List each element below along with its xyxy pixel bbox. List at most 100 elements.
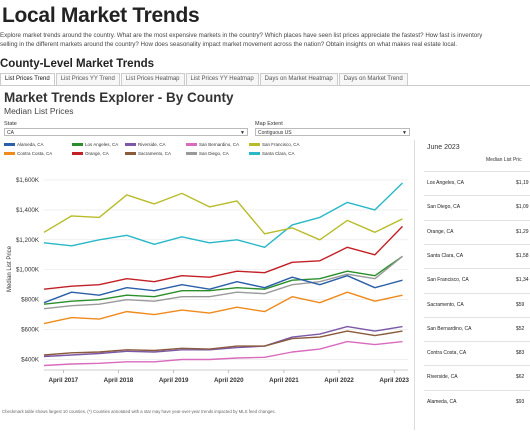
table-row[interactable]: San Bernardino, CA $52 — [424, 316, 530, 342]
map-extent-value: Contiguous US — [258, 130, 292, 136]
map-extent-select[interactable]: Contiguous US ▼ — [255, 128, 410, 136]
legend-label: Santa Clara, CA — [262, 151, 295, 156]
series-line-san-francisco — [43, 192, 403, 241]
median-list-price: $1,29 — [516, 228, 529, 235]
tab-list-prices-heatmap[interactable]: List Prices Heatmap — [120, 73, 185, 85]
legend-item-san-diego[interactable]: San Diego, CA — [186, 151, 229, 156]
median-list-price: $1,34 — [516, 277, 529, 284]
median-list-price: $83 — [516, 350, 525, 357]
page-title: Local Market Trends — [2, 4, 200, 27]
legend-item-san-bernardino[interactable]: San Bernardino, CA — [186, 142, 239, 147]
tab-list-prices-yy-heatmap[interactable]: List Prices YY Heatmap — [185, 73, 259, 85]
legend-item-alameda[interactable]: Alameda, CA — [4, 142, 44, 147]
legend-swatch — [249, 143, 260, 147]
legend-swatch — [125, 143, 136, 147]
y-tick-label: $1,600K — [16, 177, 40, 184]
legend-item-santa-clara[interactable]: Santa Clara, CA — [249, 151, 295, 156]
intro-text: Explore market trends around the country… — [0, 31, 530, 49]
legend-swatch — [186, 143, 197, 147]
table-row[interactable]: Contra Costa, CA $83 — [424, 341, 530, 366]
y-tick-label: $1,000K — [16, 267, 40, 274]
legend-swatch — [72, 152, 83, 156]
median-list-price: $93 — [516, 398, 525, 405]
x-tick-label: April 2019 — [159, 377, 189, 384]
y-tick-label: $400K — [21, 357, 40, 364]
state-select-value: CA — [7, 130, 14, 136]
legend-item-los-angeles[interactable]: Los Angeles, CA — [72, 142, 118, 147]
x-tick-label: April 2017 — [49, 377, 79, 384]
series-line-alameda — [43, 274, 403, 304]
legend-swatch — [72, 143, 83, 147]
median-list-price: $1,58 — [516, 252, 529, 259]
chevron-down-icon: ▼ — [240, 130, 245, 136]
county-name: Alameda, CA — [427, 398, 457, 405]
table-row[interactable]: San Diego, CA $1,09 — [424, 195, 530, 220]
county-name: Contra Costa, CA — [427, 350, 467, 357]
table-row[interactable]: Los Angeles, CA $1,19 — [424, 171, 530, 196]
viz-subtitle: Median List Prices — [4, 106, 74, 116]
county-name: Sacramento, CA — [427, 301, 464, 308]
legend-item-san-francisco[interactable]: San Francisco, CA — [249, 142, 300, 147]
state-label: State — [4, 121, 17, 127]
state-select[interactable]: CA ▼ — [4, 128, 248, 136]
tab-list-prices-yy-trend[interactable]: List Prices YY Trend — [55, 73, 120, 85]
tab-days-on-market-trend[interactable]: Days on Market Trend — [338, 73, 408, 85]
legend-label: San Francisco, CA — [262, 142, 300, 147]
legend-item-orange[interactable]: Orange, CA — [72, 151, 109, 156]
legend-item-sacramento[interactable]: Sacramento, CA — [125, 151, 171, 156]
x-tick-label: April 2018 — [104, 377, 134, 384]
y-tick-label: $1,400K — [16, 207, 40, 214]
legend-swatch — [186, 152, 197, 156]
series-line-santa-clara — [43, 182, 403, 249]
tab-days-on-market-heatmap[interactable]: Days on Market Heatmap — [259, 73, 338, 85]
y-tick-label: $600K — [21, 327, 40, 334]
legend-label: Alameda, CA — [17, 142, 44, 147]
x-tick-label: April 2022 — [324, 377, 354, 384]
median-list-price: $52 — [516, 325, 525, 332]
series-line-orange — [43, 225, 404, 290]
ranking-title: June 2023 — [427, 144, 460, 151]
county-name: San Bernardino, CA — [427, 325, 472, 332]
county-name: Santa Clara, CA — [427, 252, 464, 259]
panel-divider — [414, 140, 415, 430]
legend-label: Orange, CA — [85, 151, 109, 156]
table-row[interactable]: Alameda, CA $93 — [424, 389, 530, 415]
median-list-price: $62 — [516, 374, 525, 381]
legend-swatch — [125, 152, 136, 156]
legend-label: Los Angeles, CA — [85, 142, 119, 147]
legend-label: Contra Costa, CA — [17, 151, 53, 156]
viz-tabs: List Prices Trend List Prices YY Trend L… — [0, 73, 530, 86]
y-tick-label: $800K — [21, 297, 40, 304]
table-row[interactable]: San Francisco, CA $1,34 — [424, 268, 530, 293]
legend-swatch — [249, 152, 260, 156]
intro-line-2: selling in the different markets around … — [0, 41, 457, 48]
x-tick-label: April 2020 — [214, 377, 244, 384]
county-name: Orange, CA — [427, 228, 454, 235]
y-axis-label: Median List Price — [7, 245, 13, 292]
table-row[interactable]: Riverside, CA $62 — [424, 365, 530, 390]
legend-item-contra-costa[interactable]: Contra Costa, CA — [4, 151, 52, 156]
y-tick-label: $1,200K — [16, 237, 40, 244]
x-tick-label: April 2021 — [269, 377, 299, 384]
table-row[interactable]: Santa Clara, CA $1,58 — [424, 243, 530, 269]
tab-list-prices-trend[interactable]: List Prices Trend — [0, 73, 55, 85]
table-row[interactable]: Orange, CA $1,29 — [424, 219, 530, 245]
series-line-san-bernardino — [43, 340, 403, 367]
legend-item-riverside[interactable]: Riverside, CA — [125, 142, 166, 147]
series-line-contra-costa — [43, 291, 403, 325]
legend-label: San Diego, CA — [199, 151, 229, 156]
chevron-down-icon: ▼ — [402, 130, 407, 136]
series-line-riverside — [43, 325, 403, 358]
x-tick-label: April 2023 — [379, 377, 409, 384]
series-line-los-angeles — [43, 255, 403, 305]
ranking-column-header: Median List Pric — [486, 157, 522, 163]
legend-label: Sacramento, CA — [138, 151, 172, 156]
table-row[interactable]: Sacramento, CA $59 — [424, 292, 530, 318]
county-name: Riverside, CA — [427, 374, 458, 381]
line-chart: $400K $600K $800K $1,000K $1,200K $1,400K $1,6… — [7, 177, 410, 384]
viz-title: Market Trends Explorer - By County — [4, 90, 234, 105]
section-title: County-Level Market Trends — [0, 58, 155, 70]
legend-swatch — [4, 143, 15, 147]
county-name: San Diego, CA — [427, 204, 461, 211]
legend-swatch — [4, 152, 15, 156]
